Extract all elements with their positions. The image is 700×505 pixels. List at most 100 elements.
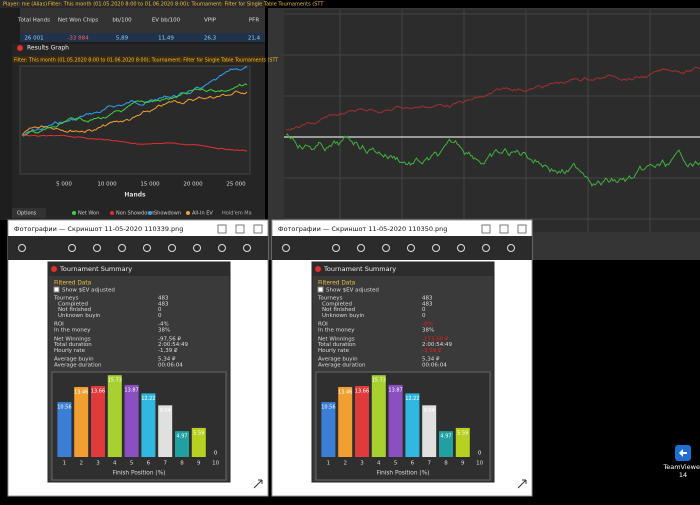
x-tick-label: 5 — [130, 461, 134, 467]
maximize-button[interactable] — [499, 224, 509, 234]
bar-value-label: 9.94 — [160, 408, 171, 414]
toolbar-button[interactable] — [332, 244, 340, 252]
toolbar-button[interactable] — [407, 244, 415, 252]
options-button[interactable] — [12, 208, 46, 218]
stats-header — [20, 8, 265, 33]
toolbar-button[interactable] — [282, 244, 290, 252]
x-axis-label: Finish Position (%) — [113, 471, 166, 477]
toolbar-button[interactable] — [168, 244, 176, 252]
x-tick-label: 1 — [327, 461, 331, 467]
toolbar-button[interactable] — [357, 244, 365, 252]
x-tick-label: 8 — [444, 461, 448, 467]
icon-label: 14 — [679, 471, 687, 479]
trace — [21, 134, 248, 152]
x-tick-label: 25 000 — [226, 182, 246, 188]
toolbar-button[interactable] — [482, 244, 490, 252]
row-value: 483 — [422, 301, 433, 307]
expand-icon[interactable] — [253, 479, 263, 489]
bar-value-label: 12.22 — [141, 396, 155, 402]
row-label: Unknown buyin — [58, 313, 101, 319]
checkbox[interactable] — [53, 286, 60, 293]
toolbar-button[interactable] — [382, 244, 390, 252]
row-label: Average buyin — [318, 357, 358, 363]
minimize-button[interactable] — [481, 224, 491, 234]
row-value: 2:00:54:49 — [422, 342, 453, 348]
x-tick-label: 1 — [63, 461, 67, 467]
summary-icon — [315, 266, 321, 272]
toolbar-button[interactable] — [93, 244, 101, 252]
toolbar — [8, 236, 268, 260]
bar — [338, 387, 353, 457]
toolbar-button[interactable] — [118, 244, 126, 252]
toolbar-button[interactable] — [193, 244, 201, 252]
legend-swatch — [148, 211, 152, 215]
x-tick-label: 5 000 — [56, 182, 72, 188]
bar — [455, 427, 470, 457]
row-value: 0 — [422, 307, 426, 313]
trace — [285, 133, 700, 187]
toolbar-button[interactable] — [243, 244, 251, 252]
checkbox-label: Show $EV adjusted — [326, 288, 379, 294]
bar — [321, 402, 336, 457]
row-value: 0 — [158, 307, 162, 313]
row-value: 00:06:04 — [422, 363, 447, 369]
bar — [141, 393, 156, 457]
x-tick-label: 6 — [411, 461, 415, 467]
row-label: Average duration — [54, 363, 102, 369]
checkbox[interactable] — [317, 286, 324, 293]
toolbar-button[interactable] — [507, 244, 515, 252]
close-button[interactable] — [253, 224, 263, 234]
row-label: Hourly rate — [54, 348, 86, 354]
cell: 5,89 — [116, 36, 129, 42]
row-value: 5,34 ₽ — [422, 357, 440, 363]
toolbar-button[interactable] — [432, 244, 440, 252]
ev-plot — [284, 10, 700, 232]
column-header: bb/100 — [112, 18, 132, 24]
toolbar-button[interactable] — [218, 244, 226, 252]
cell: -33 884 — [67, 36, 89, 42]
row-value: 483 — [158, 296, 169, 302]
x-tick-label: 6 — [147, 461, 151, 467]
toolbar-button[interactable] — [18, 244, 26, 252]
bar — [175, 431, 189, 457]
close-button[interactable] — [517, 224, 527, 234]
bar — [91, 385, 105, 457]
row-label: Completed — [58, 301, 88, 307]
x-axis-label: Hands — [124, 192, 146, 199]
toolbar-button[interactable] — [68, 244, 76, 252]
filter-label: Filter: This month (01.05.2020 8:00 to 0… — [48, 2, 324, 8]
bar-value-label: 5.59 — [457, 430, 468, 436]
graph-plot — [19, 65, 251, 175]
row-value: 38% — [422, 328, 434, 334]
row-label: In the money — [318, 328, 355, 334]
checkbox-label: Show $EV adjusted — [62, 288, 115, 294]
bar-value-label: 4.97 — [440, 434, 451, 440]
maximize-button[interactable] — [235, 224, 245, 234]
summary-titlebar — [48, 262, 230, 276]
column-header: Total Hands — [17, 18, 50, 24]
expand-icon[interactable] — [517, 479, 527, 489]
footer-label: Hold'em Ma — [222, 211, 252, 217]
row-value: -97,56 ₽ — [158, 336, 181, 342]
row-value: -3,59 ₽ — [422, 348, 442, 354]
row-label: ROI — [54, 322, 64, 328]
toolbar — [272, 236, 532, 260]
x-tick-label: 10 — [212, 461, 219, 467]
legend-swatch — [72, 211, 76, 215]
teamviewer-arrow — [679, 449, 687, 457]
row-label: Average duration — [318, 363, 366, 369]
minimize-button[interactable] — [217, 224, 227, 234]
bar-value-label: 0 — [478, 451, 481, 457]
row-value: 00:06:04 — [158, 363, 183, 369]
x-tick-label: 10 000 — [97, 182, 117, 188]
player-label: Player: me (Alias) — [3, 2, 47, 8]
bar-value-label: 9.94 — [424, 408, 435, 414]
x-tick-label: 9 — [197, 461, 201, 467]
toolbar-button[interactable] — [143, 244, 151, 252]
x-tick-label: 7 — [427, 461, 431, 467]
toolbar-button[interactable] — [457, 244, 465, 252]
trace — [21, 90, 248, 136]
row-label: In the money — [54, 328, 91, 334]
legend-label: Showdown — [154, 211, 181, 217]
